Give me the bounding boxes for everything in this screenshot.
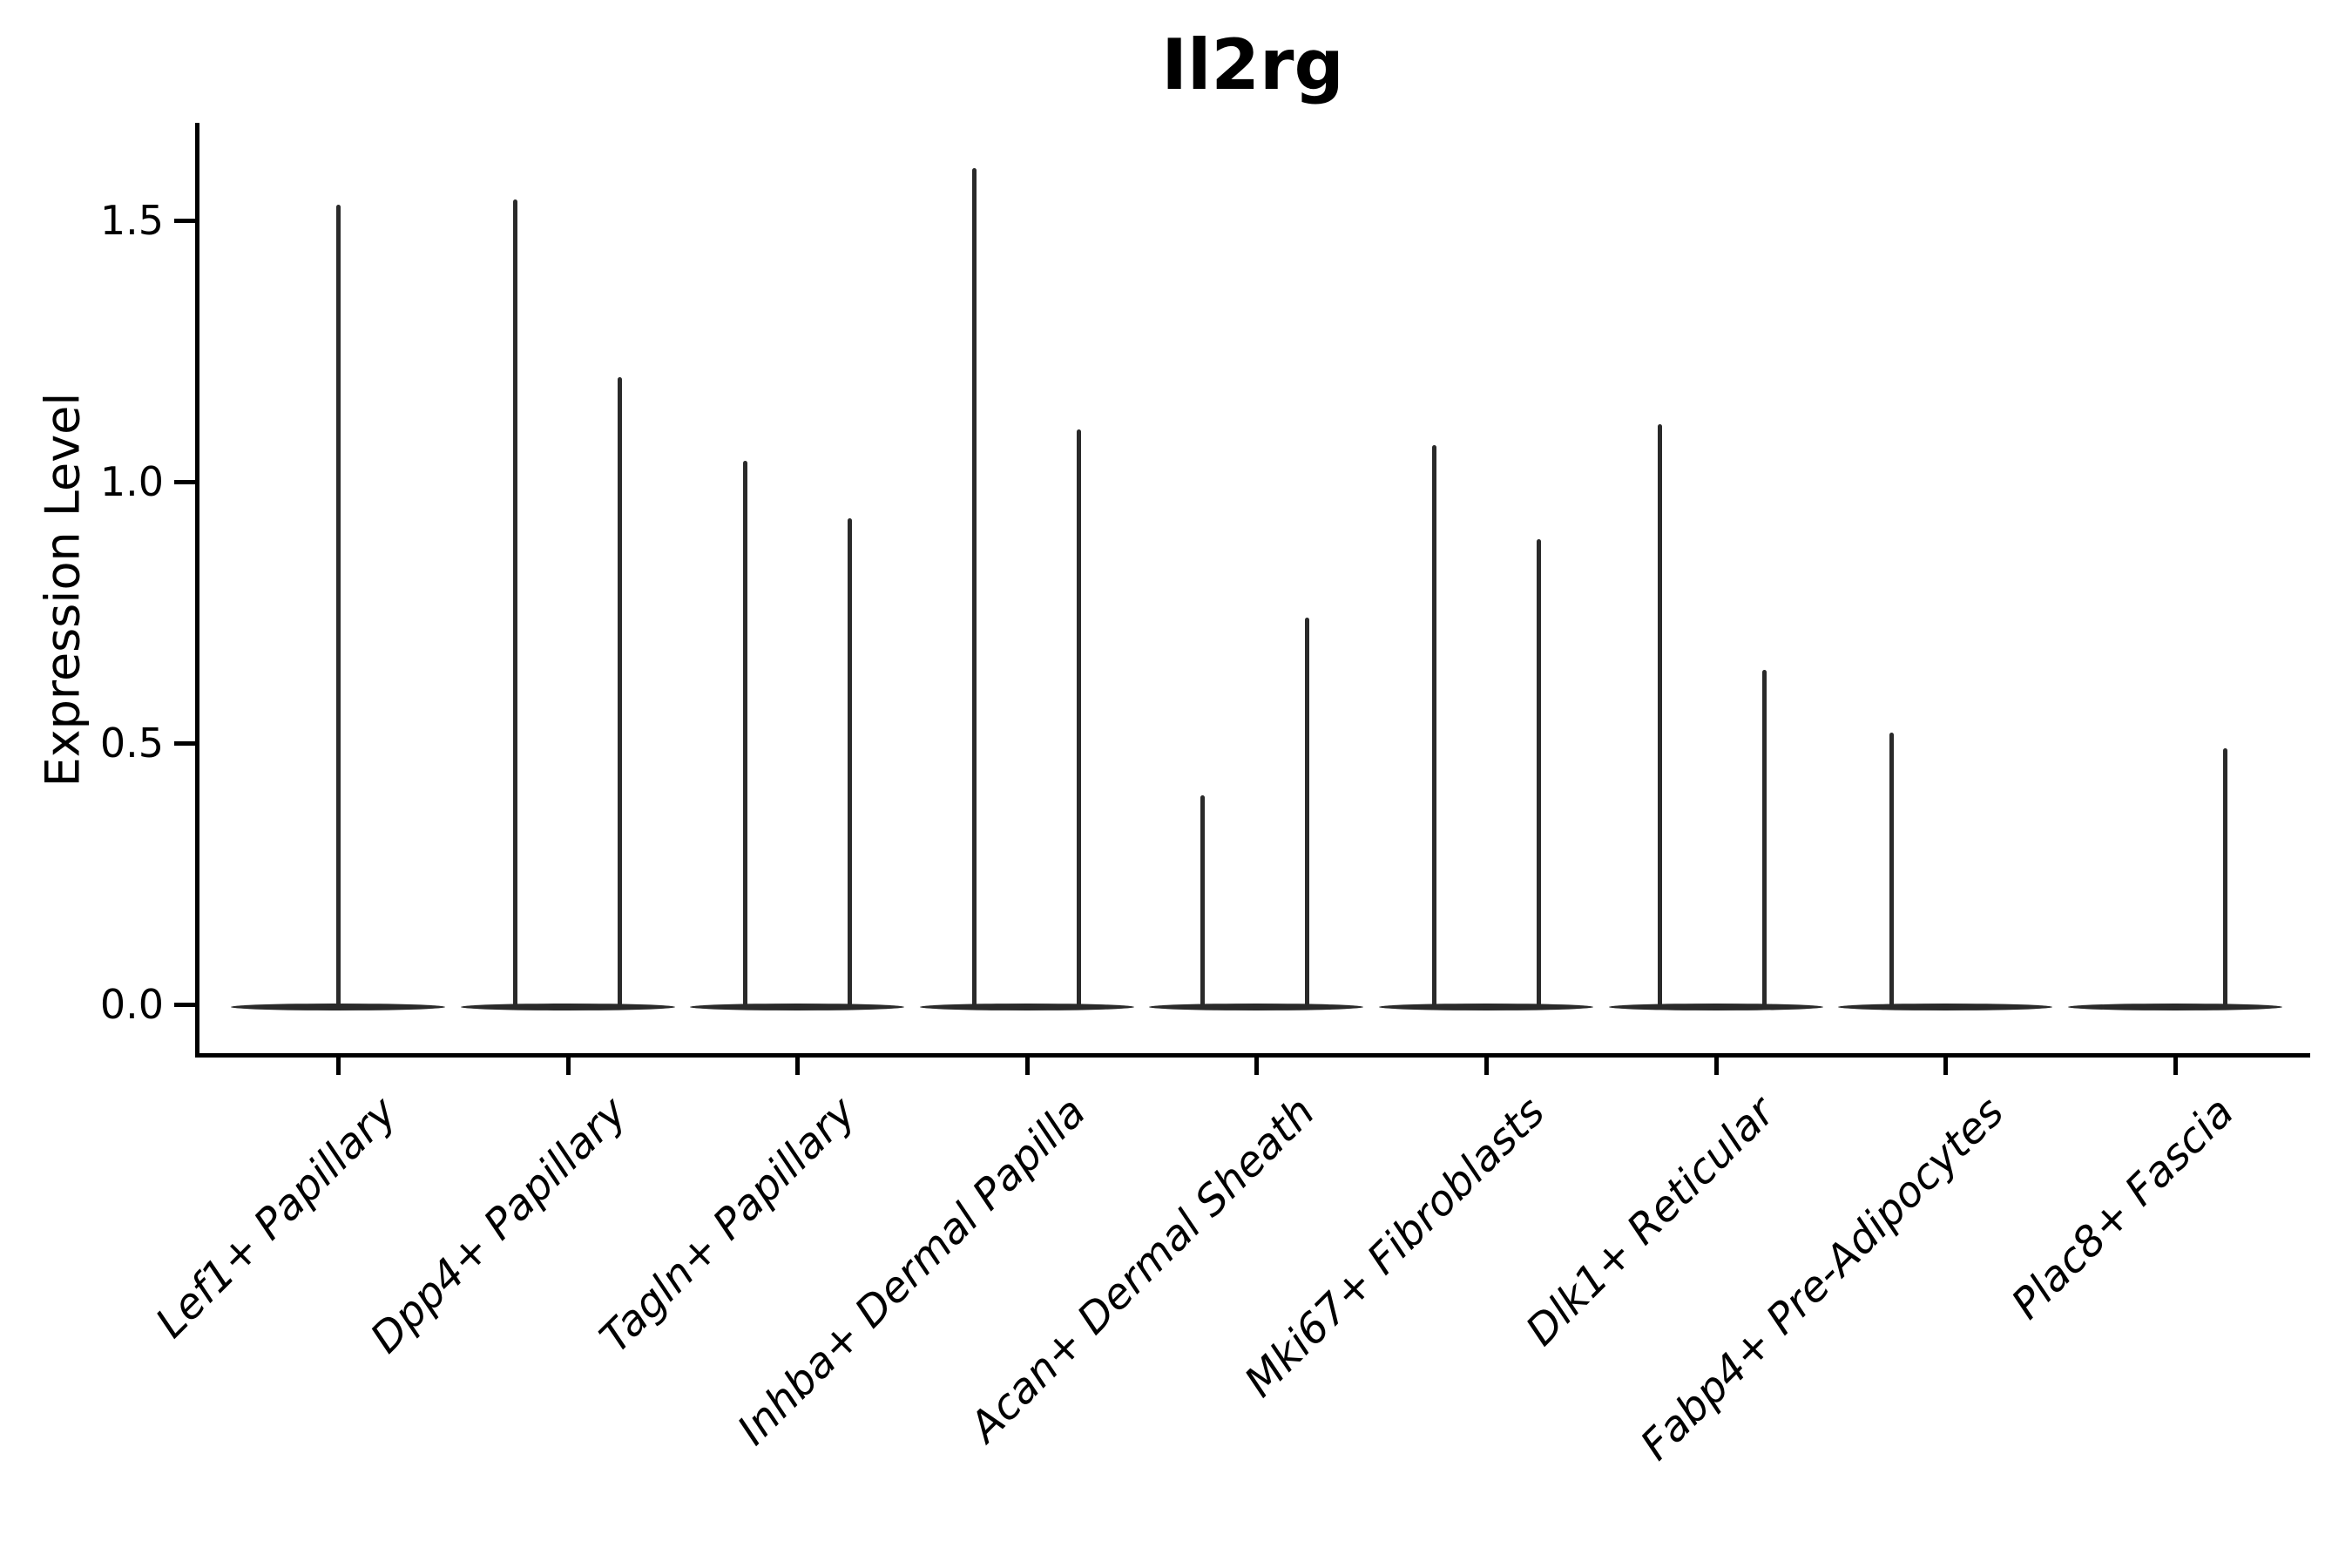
x-tick-mark [2173, 1058, 2178, 1075]
x-tick-mark [795, 1058, 801, 1075]
x-tick-mark [565, 1058, 571, 1075]
violin-spike [335, 205, 341, 1008]
x-tick-mark [1254, 1058, 1260, 1075]
violin-baseline [690, 1004, 905, 1010]
violin-spike [1431, 445, 1436, 1008]
violin-spike [742, 461, 747, 1008]
y-tick-label: 1.5 [99, 197, 164, 244]
y-tick-mark [174, 480, 195, 484]
x-tick-mark [1484, 1058, 1489, 1075]
y-tick-label: 0.5 [99, 720, 164, 767]
violin-baseline [2067, 1004, 2282, 1010]
x-tick-mark [1024, 1058, 1030, 1075]
y-axis-spine [195, 123, 199, 1058]
violin-spike [1304, 618, 1309, 1008]
violin-spike [2223, 748, 2228, 1008]
violin-baseline [1608, 1004, 1823, 1010]
violin-spike [618, 377, 623, 1008]
violin-spike [1200, 795, 1205, 1008]
violin-baseline [1379, 1004, 1593, 1010]
x-tick-mark [336, 1058, 341, 1075]
violin-spike [847, 518, 852, 1008]
violin-baseline [1149, 1004, 1364, 1010]
y-tick-mark [174, 219, 195, 223]
violin-spike [513, 199, 518, 1008]
violin-spike [1762, 670, 1767, 1008]
y-tick-mark [174, 741, 195, 746]
y-tick-label: 0.0 [99, 981, 164, 1028]
y-tick-mark [174, 1003, 195, 1007]
violin-spike [972, 168, 977, 1008]
violin-baseline [919, 1004, 1134, 1010]
x-axis-spine [195, 1053, 2310, 1058]
violin-spike [1536, 539, 1541, 1008]
violin-baseline [460, 1004, 675, 1010]
violin-baseline [1838, 1004, 2053, 1010]
violin-spike [1658, 424, 1663, 1008]
x-tick-mark [1713, 1058, 1719, 1075]
violin-spike [1889, 733, 1894, 1008]
violin-spike [1077, 429, 1082, 1008]
y-tick-label: 1.0 [99, 458, 164, 505]
x-tick-mark [1943, 1058, 1949, 1075]
plot-title: Il2rg [1161, 24, 1344, 105]
